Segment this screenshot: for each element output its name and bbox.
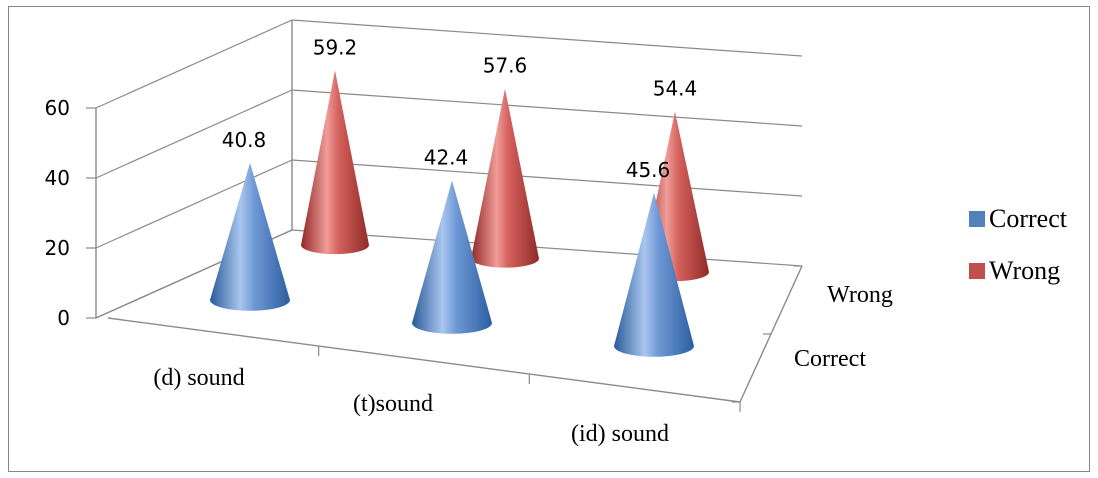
- legend: Correct Wrong: [969, 204, 1068, 285]
- legend-swatch-correct: [969, 211, 985, 227]
- cone-wrong-0: [301, 70, 369, 255]
- cone-correct-2: [614, 192, 694, 357]
- cone-correct-0: [210, 162, 290, 311]
- data-label-wrong: 57.6: [483, 54, 528, 78]
- gridline-back-2: [291, 89, 803, 127]
- depth-label: Wrong: [827, 282, 893, 308]
- gridline-left-1: [95, 159, 293, 249]
- y-tick-label: 40: [45, 166, 70, 190]
- floor-front-edge: [107, 317, 741, 403]
- data-label-wrong: 54.4: [653, 77, 698, 101]
- category-labels: (d) sound (t)sound (id) sound: [153, 365, 669, 447]
- data-label-wrong: 59.2: [313, 35, 358, 59]
- y-tick-label: 0: [57, 306, 70, 330]
- category-label: (t)sound: [353, 391, 433, 417]
- gridline-back-3: [291, 19, 803, 57]
- category-label: (d) sound: [153, 365, 244, 391]
- legend-swatch-wrong: [969, 263, 985, 279]
- cone-correct-1: [412, 180, 492, 334]
- data-label-correct: 45.6: [626, 158, 671, 182]
- data-label-correct: 40.8: [222, 128, 267, 152]
- legend-label: Correct: [989, 204, 1068, 233]
- data-label-correct: 42.4: [424, 146, 469, 170]
- gridline-left-2: [95, 89, 293, 179]
- category-label: (id) sound: [571, 421, 669, 447]
- cones: [210, 70, 709, 357]
- chart-frame: [8, 6, 1090, 472]
- y-axis-ticks: 0 20 40 60: [45, 96, 70, 330]
- legend-label: Wrong: [989, 256, 1060, 285]
- gridline-left-3: [95, 19, 293, 109]
- depth-labels: Correct Wrong: [794, 282, 893, 372]
- cone-wrong-1: [471, 88, 539, 268]
- gridline-back-0: [291, 229, 803, 267]
- data-labels: 59.2 57.6 54.4 40.8 42.4 45.6: [222, 35, 698, 181]
- depth-label: Correct: [794, 346, 866, 372]
- y-tick-label: 20: [45, 236, 70, 260]
- y-tick-label: 60: [45, 96, 70, 120]
- gridline-back-1: [291, 159, 803, 197]
